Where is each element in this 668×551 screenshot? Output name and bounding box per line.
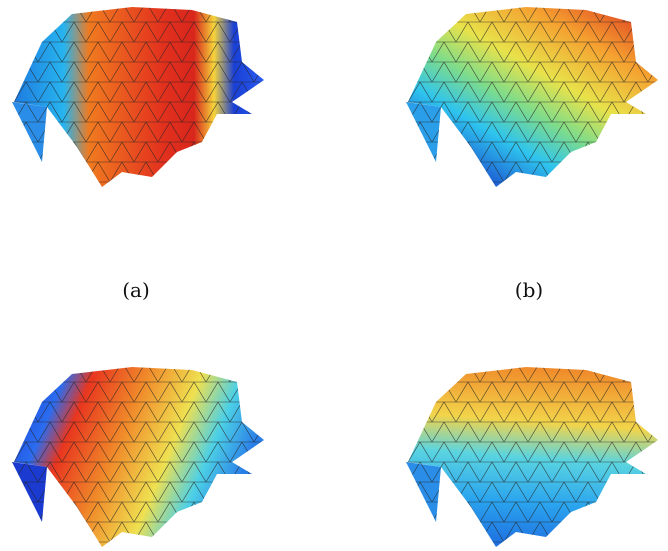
mesh-d: [406, 367, 658, 547]
mesh-a: [12, 7, 264, 187]
mesh-b: [406, 7, 658, 187]
mesh-c: [12, 367, 264, 547]
panel-label: (b): [515, 278, 543, 302]
panel-label: (a): [122, 278, 150, 302]
